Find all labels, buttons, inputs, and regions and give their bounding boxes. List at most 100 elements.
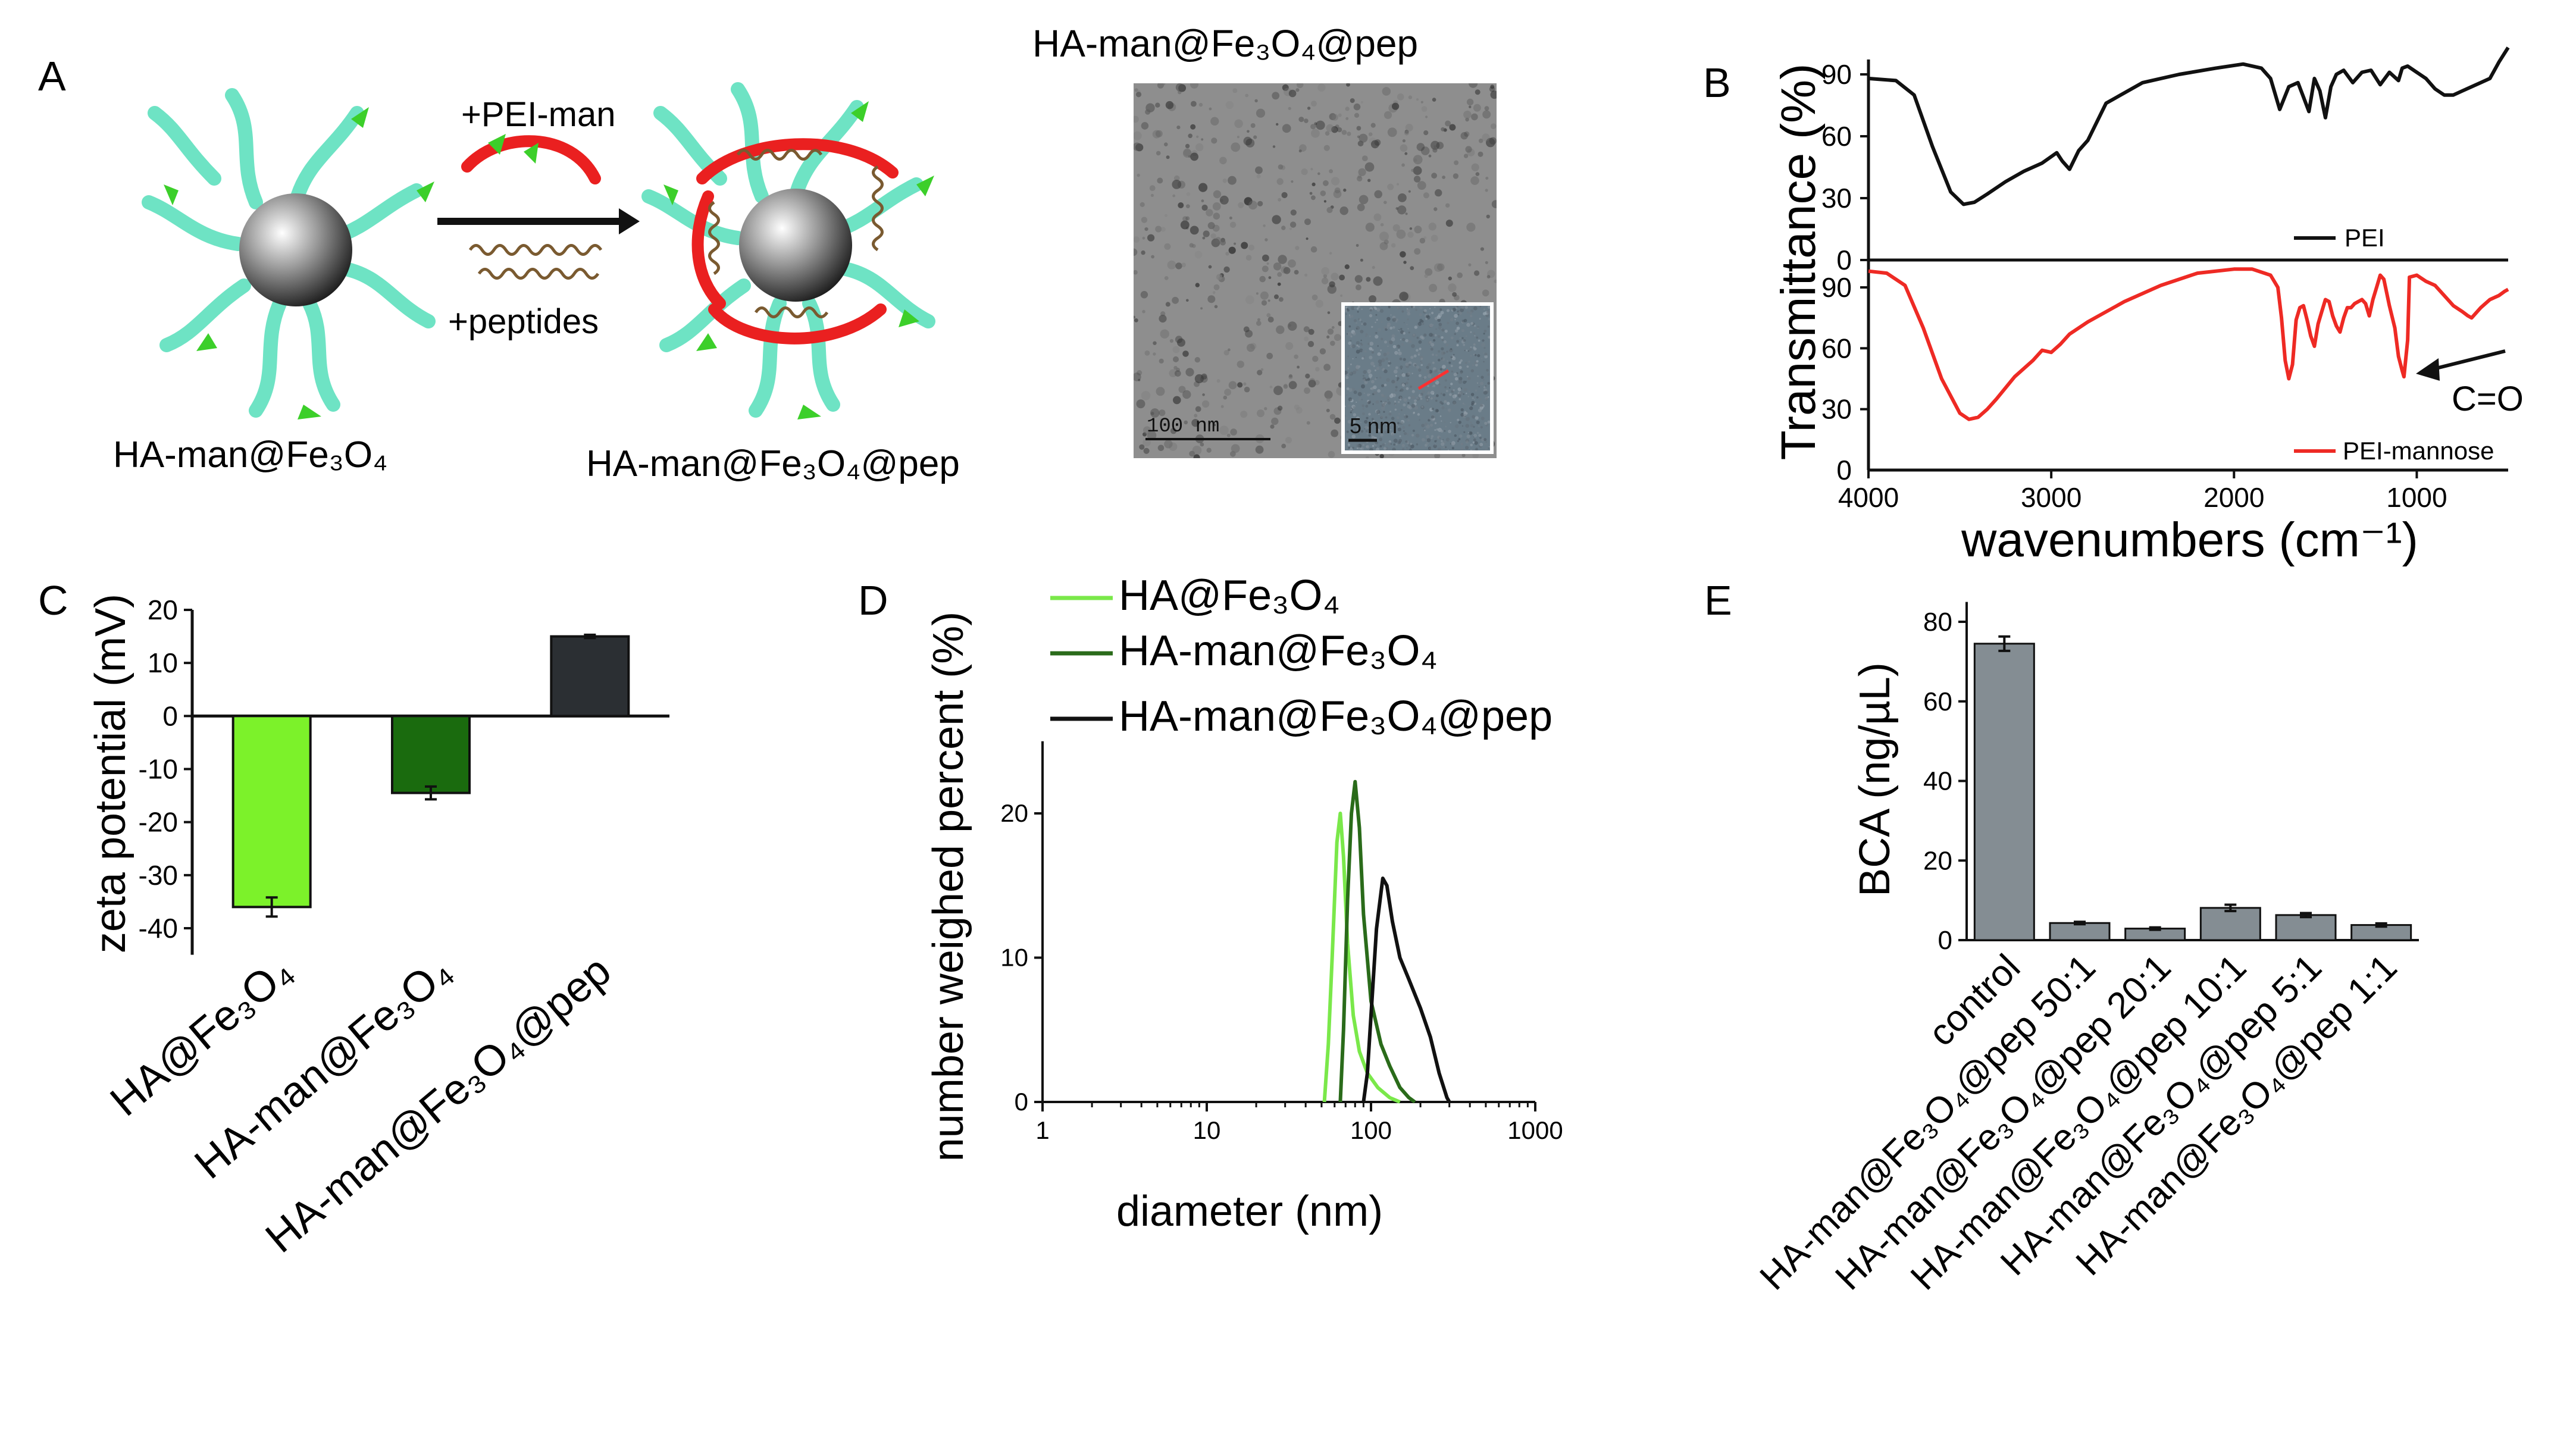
tem-particle: [1278, 164, 1284, 170]
tem-particle: [1176, 126, 1181, 130]
tem-inset-grain: [1397, 345, 1401, 349]
tem-particle: [1223, 395, 1228, 400]
b-top-ytick-label: 0: [1836, 245, 1852, 275]
tem-particle: [1408, 190, 1411, 193]
c-ytick-label: -30: [139, 860, 178, 891]
tem-particle: [1369, 295, 1376, 303]
tem-inset-grain: [1381, 337, 1384, 340]
tem-particle: [1231, 142, 1241, 152]
tem-particle: [1309, 378, 1316, 384]
tem-inset-grain: [1484, 421, 1488, 425]
tem-inset-grain: [1441, 336, 1444, 339]
tem-inset-grain: [1407, 372, 1411, 375]
tem-particle: [1365, 223, 1375, 232]
tem-inset-grain: [1395, 386, 1398, 389]
tem-inset-grain: [1362, 412, 1365, 415]
tem-particle: [1470, 176, 1479, 185]
tem-particle: [1294, 354, 1298, 359]
tem-inset-grain: [1414, 364, 1417, 367]
tem-inset-grain: [1469, 348, 1472, 352]
tem-inset-texture: [1345, 306, 1490, 450]
tem-inset-grain: [1476, 431, 1479, 434]
tem-inset-grain: [1369, 314, 1373, 318]
tem-inset-grain: [1376, 410, 1381, 414]
tem-particle: [1206, 209, 1213, 217]
tem-particle: [1289, 227, 1292, 230]
tem-inset-grain: [1360, 330, 1364, 334]
tem-inset-grain: [1421, 320, 1424, 323]
tem-inset-grain: [1420, 358, 1423, 361]
tem-inset-grain: [1351, 344, 1356, 349]
tem-particle: [1266, 313, 1271, 318]
tem-inset-grain: [1470, 355, 1472, 357]
tem-particle: [1267, 299, 1270, 302]
tem-particle: [1334, 187, 1341, 193]
tem-inset-grain: [1395, 321, 1397, 322]
tem-inset-grain: [1379, 437, 1383, 442]
panel-label-c: C: [38, 577, 68, 624]
d-legend-label: HA-man@Fe₃O₄@pep: [1119, 693, 1552, 740]
tem-particle: [1429, 284, 1438, 292]
tem-particle: [1153, 341, 1157, 345]
tem-particle: [1474, 270, 1480, 276]
tem-inset-grain: [1393, 370, 1398, 374]
tem-inset-grain: [1349, 316, 1351, 318]
tem-inset-grain: [1431, 435, 1434, 438]
tem-inset-grain: [1446, 309, 1450, 312]
tem-inset-grain: [1410, 447, 1411, 449]
tem-particle: [1401, 163, 1405, 167]
tem-particle: [1149, 185, 1156, 191]
tem-particle: [1160, 329, 1169, 339]
tem-particle: [1407, 231, 1414, 238]
tem-inset-grain: [1484, 443, 1486, 445]
tem-inset-grain: [1477, 327, 1479, 329]
tem-particle: [1201, 199, 1204, 202]
tem-inset-grain: [1440, 406, 1442, 408]
tem-particle: [1173, 356, 1179, 362]
tem-inset-grain: [1441, 339, 1444, 342]
tem-particle: [1357, 176, 1363, 181]
tem-particle: [1304, 118, 1309, 123]
tem-inset-grain: [1406, 324, 1408, 325]
tem-inset-grain: [1438, 322, 1442, 327]
tem-inset-grain: [1367, 427, 1370, 430]
tem-inset-grain: [1441, 328, 1445, 332]
tem-particle: [1169, 339, 1173, 343]
tem-particle: [1357, 203, 1365, 211]
tem-inset-grain: [1408, 449, 1412, 450]
tem-inset-grain: [1396, 379, 1398, 381]
tem-inset-grain: [1422, 390, 1425, 394]
tem-inset-grain: [1353, 370, 1357, 374]
tem-particle: [1350, 98, 1355, 104]
c-bar: [550, 635, 630, 718]
tem-inset-grain: [1368, 412, 1371, 416]
tem-inset-grain: [1362, 408, 1364, 410]
tem-inset-grain: [1383, 331, 1385, 333]
tem-particle: [1250, 123, 1256, 128]
tem-inset-grain: [1376, 319, 1378, 321]
tem-inset-grain: [1363, 392, 1365, 394]
b-series-pei-mannose-line: [1868, 267, 2509, 421]
tem-particle: [1134, 270, 1138, 275]
tem-inset-grain: [1463, 380, 1466, 384]
tem-inset-grain: [1382, 443, 1385, 447]
tem-inset-grain: [1352, 358, 1354, 360]
tem-inset-grain: [1432, 339, 1436, 342]
tem-particle: [1266, 262, 1269, 265]
tem-inset-grain: [1479, 403, 1483, 408]
b-xtick-label: 2000: [2203, 482, 2264, 513]
tem-inset-grain: [1455, 424, 1459, 428]
tem-particle: [1173, 366, 1178, 370]
tem-particle: [1185, 226, 1189, 230]
tem-inset-grain: [1441, 440, 1443, 442]
tem-inset-grain: [1362, 444, 1365, 446]
tem-particle: [1142, 309, 1145, 314]
tem-inset-grain: [1438, 308, 1440, 311]
tem-inset-grain: [1438, 325, 1442, 330]
tem-inset-grain: [1365, 333, 1368, 336]
tem-particle: [1262, 265, 1269, 273]
tem-particle: [1240, 411, 1248, 418]
tem-inset-grain: [1356, 416, 1360, 421]
tem-particle: [1287, 321, 1297, 331]
tem-inset-grain: [1357, 392, 1362, 396]
